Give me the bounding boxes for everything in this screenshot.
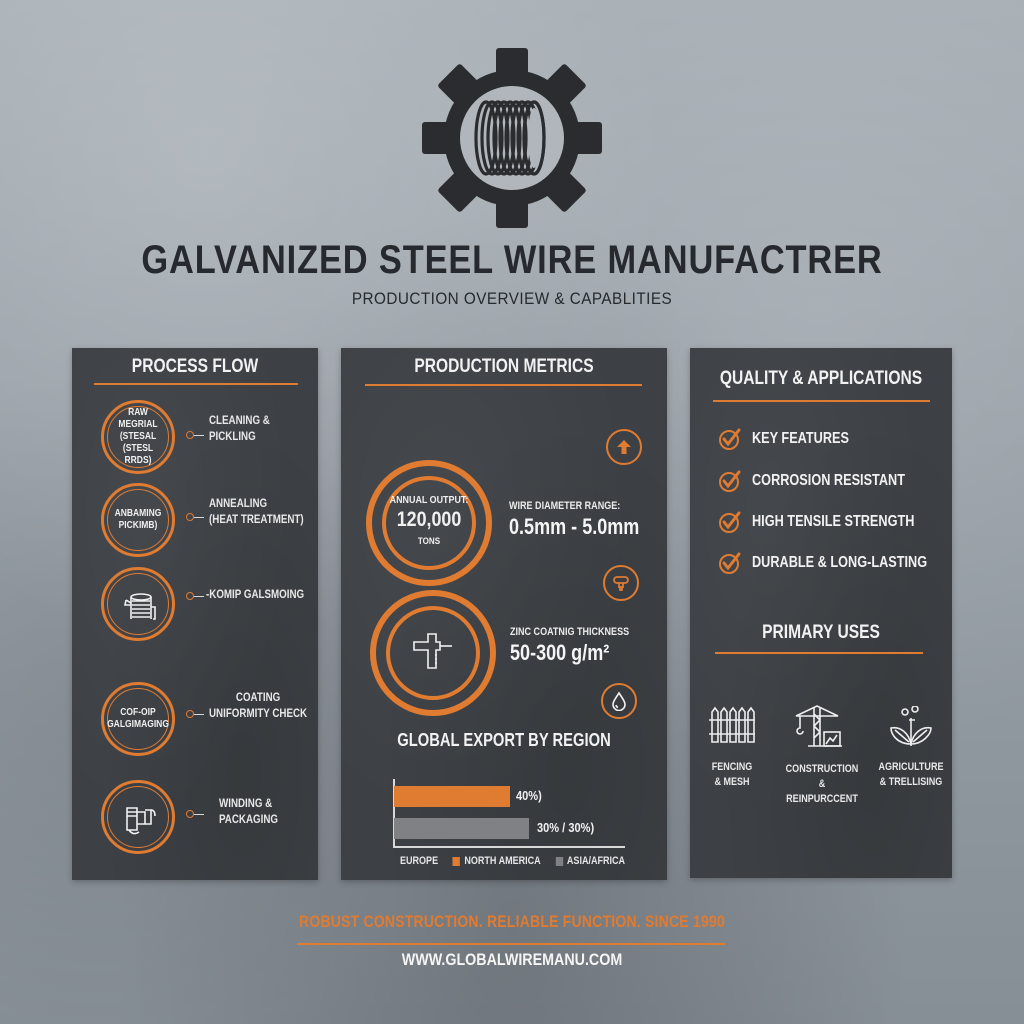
bar-europe-asia	[394, 818, 529, 839]
use-fencing-label: FENCING & MESH	[711, 761, 753, 788]
process-step-3-ring	[101, 567, 175, 641]
process-step-4-connector	[186, 710, 208, 718]
wire-diameter-value: 0.5mm - 5.0mm	[509, 514, 640, 539]
annual-output-label: ANNUAL OUTPUT:	[389, 494, 469, 506]
process-step-2-label: ANNEALING (HEAT TREATMENT)	[209, 498, 304, 526]
check-icon	[719, 511, 741, 533]
quality-title: QUALITY & APPLICATIONS	[719, 368, 923, 389]
gear-with-wire-coil-icon	[422, 48, 602, 228]
plant-icon	[890, 706, 932, 746]
check-icon	[719, 428, 741, 450]
export-chart-title: GLOBAL EXPORT BY REGION	[397, 730, 611, 750]
process-flow-title: PROCESS FLOW	[131, 356, 259, 377]
bar-north-america	[394, 786, 510, 807]
arrow-up-icon-ring	[606, 429, 642, 465]
primary-uses-title: PRIMARY USES	[762, 622, 880, 643]
annual-output-ring: ANNUAL OUTPUT: 120,000 TONS	[366, 460, 492, 586]
quality-divider	[713, 400, 930, 402]
feature-item-2: CORROSION RESISTANT	[718, 469, 939, 493]
zinc-drop-icon	[612, 691, 626, 711]
wire-spool-icon	[124, 593, 156, 620]
process-step-1-label: CLEANING & PICKLING	[209, 415, 270, 443]
bar-north-america-label: 40%)	[516, 788, 542, 803]
tagline: ROBUST CONSTRUCTION. RELIABLE FUNCTION. …	[299, 912, 725, 931]
feature-item-1: KEY FEATURES	[718, 427, 870, 451]
page-title: GALVANIZED STEEL WIRE MANUFACTRER	[141, 238, 883, 282]
primary-uses-divider	[715, 652, 923, 654]
legend-europe: EUROPE	[400, 855, 439, 867]
process-step-2-ring: ANBAMING PICKIMB)	[101, 483, 175, 557]
chart-y-axis	[393, 779, 395, 847]
process-step-4-label: COATING UNIFORMITY CHECK	[209, 692, 308, 720]
chart-x-axis	[393, 846, 625, 848]
process-step-1-ring-text: RAW MEGRIAL (STESAL (STESL RRDS)	[118, 407, 158, 466]
process-step-1-connector	[186, 431, 208, 439]
crane-icon	[795, 705, 842, 747]
process-step-1-ring: RAW MEGRIAL (STESAL (STESL RRDS)	[101, 400, 175, 474]
use-agriculture: AGRICULTURE & TRELLISING	[866, 706, 956, 790]
legend-asia-africa: ASIA/AFRICA	[555, 855, 625, 867]
use-fencing: FENCING & MESH	[687, 706, 777, 790]
zinc-gauge-icon	[413, 633, 452, 669]
bar-europe-asia-label: 30% / 30%)	[537, 820, 595, 835]
use-construction: CONSTRUCTION & REINPURCCENT	[777, 704, 867, 807]
process-step-5-label: WINDING & PACKAGING	[219, 798, 279, 826]
production-metrics-divider	[365, 384, 642, 386]
process-flow-divider	[94, 383, 298, 385]
fence-icon	[709, 706, 755, 743]
page-subtitle: PRODUCTION OVERVIEW & CAPABLITIES	[351, 289, 673, 308]
website-link[interactable]: WWW.GLOBALWIREMANU.COM	[401, 950, 623, 969]
process-step-4-ring-text: COF-OIP GALGIMAGING	[107, 707, 169, 730]
process-step-4-ring: COF-OIP GALGIMAGING	[101, 682, 175, 756]
footer-divider	[297, 943, 725, 945]
feature-label: KEY FEATURES	[752, 430, 849, 447]
check-icon	[719, 470, 741, 492]
chart-legend: EUROPE NORTH AMERICA ASIA/AFRICA	[400, 855, 633, 867]
feature-label: HIGH TENSILE STRENGTH	[752, 513, 915, 530]
process-step-3-connector	[186, 592, 208, 600]
wire-diameter-label: WIRE DIAMETER RANGE:	[509, 500, 621, 512]
feature-item-4: DURABLE & LONG-LASTING	[718, 551, 966, 575]
feature-label: DURABLE & LONG-LASTING	[752, 554, 928, 571]
zinc-coating-ring	[370, 590, 496, 716]
use-construction-label: CONSTRUCTION & REINPURCCENT	[785, 763, 859, 805]
wire-die-icon	[613, 576, 629, 591]
feature-item-3: HIGH TENSILE STRENGTH	[718, 510, 950, 534]
process-step-5-ring	[101, 780, 175, 854]
zinc-coating-value: 50-300 g/m²	[510, 640, 610, 665]
check-icon	[719, 552, 741, 574]
process-step-2-ring-text: ANBAMING PICKIMB)	[114, 508, 162, 531]
production-metrics-title: PRODUCTION METRICS	[414, 356, 594, 377]
feature-label: CORROSION RESISTANT	[752, 472, 906, 489]
annual-output-value: 120,000	[396, 508, 462, 531]
process-step-5-connector	[186, 810, 208, 818]
use-agriculture-label: AGRICULTURE & TRELLISING	[878, 761, 944, 788]
packaging-machine-icon	[126, 807, 156, 835]
legend-north-america: NORTH AMERICA	[452, 855, 541, 867]
zinc-coating-label: ZINC COATNIG THICKNESS	[510, 626, 630, 638]
annual-output-unit: TONS	[417, 536, 441, 547]
wire-die-icon-ring	[603, 565, 639, 601]
zinc-drop-icon-ring	[601, 683, 637, 719]
process-step-3-label: -KOMIP GALSMOING	[206, 589, 305, 601]
arrow-up-icon	[617, 440, 631, 454]
process-step-2-connector	[186, 513, 208, 521]
